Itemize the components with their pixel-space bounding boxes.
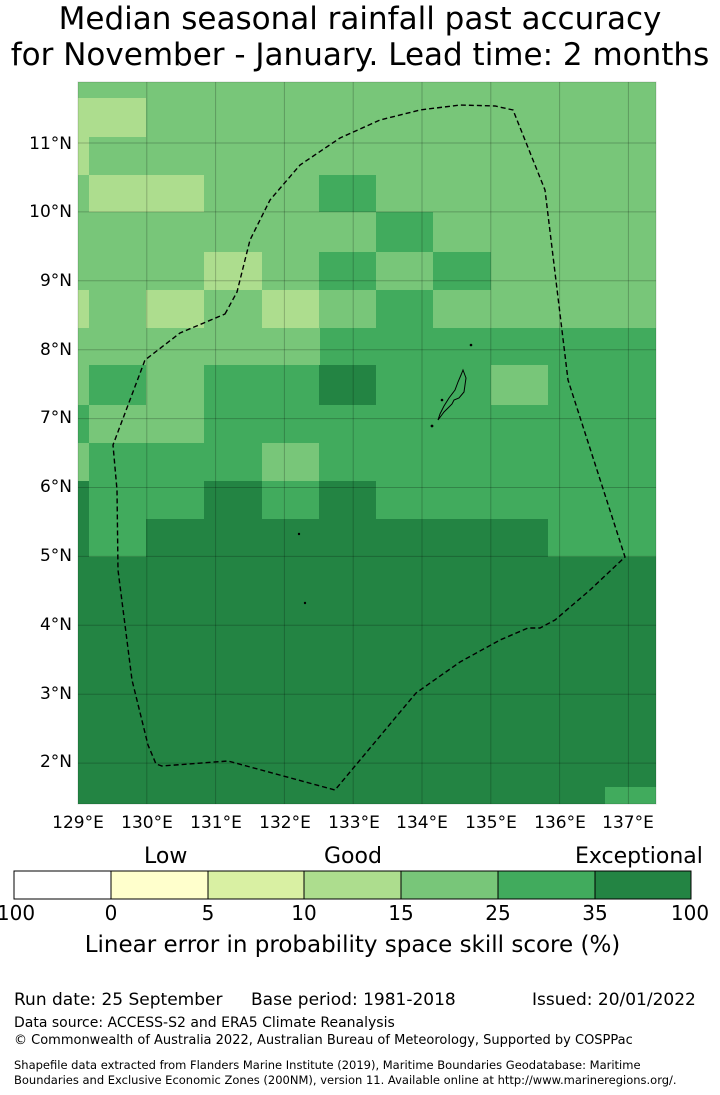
map-cell: [78, 481, 89, 557]
x-tick-label: 129°E: [52, 813, 104, 833]
colorbar-tick-label: 5: [201, 901, 215, 925]
shapefile-credit-line-1: Shapefile data extracted from Flanders M…: [14, 1058, 641, 1072]
y-tick-label: 6°N: [40, 477, 72, 497]
y-tick-label: 5°N: [40, 546, 72, 566]
colorbar: [13, 870, 692, 900]
colorbar-swatch: [111, 871, 208, 899]
colorbar-swatch: [208, 871, 304, 899]
colorbar-swatch: [498, 871, 595, 899]
colorbar-tick-label: 25: [485, 901, 511, 925]
x-tick-label: 136°E: [534, 813, 586, 833]
y-tick-label: 4°N: [40, 615, 72, 635]
colorbar-tick-label: 0: [104, 901, 118, 925]
palau-islands: [297, 343, 473, 605]
map-cell: [89, 365, 146, 405]
map-cell: [78, 98, 146, 137]
colorbar-tick-label: 35: [582, 901, 608, 925]
map-cell: [433, 252, 491, 290]
map-cell: [319, 365, 376, 405]
y-tick-label: 2°N: [40, 752, 72, 772]
map-frame: [77, 81, 657, 805]
colorbar-category-exceptional: Exceptional: [575, 844, 703, 869]
y-tick-label: 10°N: [29, 202, 72, 222]
x-tick-label: 134°E: [396, 813, 448, 833]
map-cell: [376, 290, 433, 328]
map-cell: [376, 212, 433, 252]
map-cell: [89, 175, 204, 212]
colorbar-swatch: [401, 871, 498, 899]
colorbar-tick-label: 15: [388, 901, 414, 925]
y-tick-label: 8°N: [40, 340, 72, 360]
run-date: Run date: 25 September: [14, 990, 223, 1010]
map-cell: [262, 290, 319, 328]
map-title-line-1: Median seasonal rainfall past accuracy: [58, 1, 662, 37]
x-tick-label: 137°E: [602, 813, 654, 833]
map-cell: [89, 405, 146, 443]
colorbar-swatch: [304, 871, 401, 899]
y-tick-label: 3°N: [40, 684, 72, 704]
map-cell: [78, 137, 89, 175]
map-cell: [78, 290, 89, 328]
map-cell: [146, 519, 548, 557]
map-cell: [78, 328, 320, 365]
x-tick-label: 131°E: [190, 813, 242, 833]
y-tick-label: 11°N: [29, 134, 72, 154]
x-tick-label: 132°E: [259, 813, 311, 833]
colorbar-swatch: [14, 871, 111, 899]
map-cell: [146, 290, 204, 328]
eez-boundary: [112, 104, 626, 791]
shapefile-credit-line-2: Boundaries and Exclusive Economic Zones …: [14, 1073, 677, 1087]
x-tick-label: 130°E: [121, 813, 173, 833]
colorbar-tick-label: 100: [670, 901, 710, 925]
colorbar-tick-label: 10: [291, 901, 317, 925]
colorbar-category-good: Good: [324, 844, 382, 869]
map-cell: [319, 175, 376, 212]
colorbar-category-low: Low: [144, 844, 188, 869]
map-cell: [78, 443, 89, 481]
map-cell: [605, 787, 656, 804]
x-tick-label: 133°E: [328, 813, 380, 833]
colorbar-swatch: [595, 871, 691, 899]
data-source: Data source: ACCESS-S2 and ERA5 Climate …: [14, 1015, 395, 1031]
map-cell: [319, 481, 376, 519]
map-gridlines: [78, 82, 656, 804]
y-tick-labels: 11°N 10°N 9°N 8°N 7°N 6°N 5°N 4°N 3°N 2°…: [29, 134, 72, 772]
x-tick-label: 135°E: [465, 813, 517, 833]
x-tick-labels: 129°E 130°E 131°E 132°E 133°E 134°E 135°…: [52, 813, 654, 833]
map-cell: [204, 252, 262, 290]
y-tick-label: 9°N: [40, 271, 72, 291]
map-title-line-2: for November - January. Lead time: 2 mon…: [10, 37, 710, 73]
map-cell: [78, 365, 89, 405]
copyright-notice: © Commonwealth of Australia 2022, Austra…: [14, 1033, 633, 1048]
base-period: Base period: 1981-2018: [251, 990, 456, 1010]
skill-map: 129°E 130°E 131°E 132°E 133°E 134°E 135°…: [13, 81, 692, 900]
colorbar-tick-label: 100: [0, 901, 36, 925]
skill-map-cells: [78, 82, 656, 804]
map-cell: [146, 365, 204, 443]
map-cell: [319, 252, 376, 290]
map-cell: [204, 481, 262, 519]
y-tick-label: 7°N: [40, 408, 72, 428]
map-cell: [491, 365, 548, 405]
colorbar-label: Linear error in probability space skill …: [84, 932, 621, 958]
issued-date: Issued: 20/01/2022: [532, 990, 696, 1010]
map-cell: [262, 443, 319, 481]
